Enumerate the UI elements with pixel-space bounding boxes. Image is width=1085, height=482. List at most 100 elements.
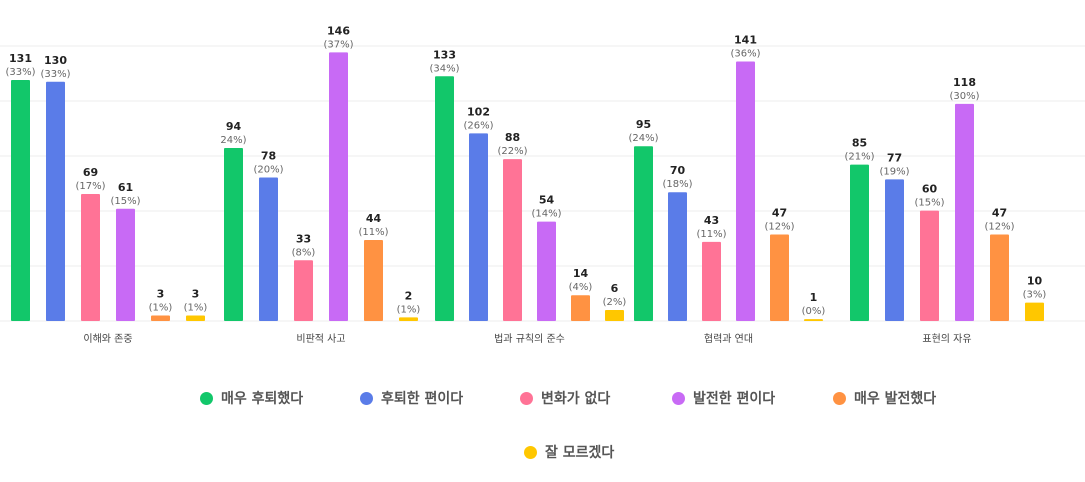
legend-label: 변화가 없다	[541, 391, 611, 407]
bar	[605, 309, 624, 321]
data-label-value: 14	[573, 267, 589, 280]
data-label-value: 47	[772, 207, 787, 220]
data-label-value: 77	[887, 151, 902, 164]
data-label-percent: (14%)	[531, 209, 561, 220]
legend-swatch	[520, 391, 533, 405]
data-label-percent: (21%)	[844, 152, 874, 163]
bar	[224, 148, 243, 321]
data-label-value: 2	[405, 289, 413, 302]
bar	[990, 234, 1009, 321]
category-label: 협력과 연대	[704, 332, 753, 345]
data-label-value: 88	[505, 131, 520, 144]
data-label-percent: (8%)	[292, 247, 316, 258]
data-label-percent: (11%)	[358, 227, 388, 238]
data-label-percent: (33%)	[5, 67, 35, 78]
legend-item[interactable]: 발전한 편이다	[672, 388, 775, 408]
bar	[329, 52, 348, 322]
bar	[736, 61, 755, 322]
data-label-value: 10	[1027, 275, 1043, 288]
bar	[668, 192, 687, 321]
bar	[571, 295, 590, 321]
bar	[770, 234, 789, 321]
legend-item[interactable]: 잘 모르겠다	[524, 442, 614, 462]
bar	[469, 133, 488, 321]
bar	[702, 241, 721, 321]
data-label-percent: (15%)	[914, 198, 944, 209]
legend-item[interactable]: 매우 후퇴했다	[200, 388, 303, 408]
bar	[885, 179, 904, 321]
data-label-percent: (37%)	[323, 39, 353, 50]
data-label-value: 61	[118, 181, 133, 194]
data-label-percent: (0%)	[802, 306, 826, 317]
data-label-value: 78	[261, 149, 276, 162]
data-label-value: 33	[296, 232, 311, 245]
bar	[186, 315, 205, 321]
data-label-value: 141	[734, 34, 757, 47]
data-label-percent: (1%)	[149, 302, 173, 313]
bar	[955, 103, 974, 321]
bar	[151, 315, 170, 321]
category-label: 법과 규칙의 준수	[494, 333, 565, 345]
legend-label: 발전한 편이다	[693, 391, 776, 407]
legend-label: 매우 발전했다	[854, 391, 937, 407]
bar	[116, 208, 135, 321]
bar	[294, 260, 313, 321]
legend-swatch	[672, 391, 685, 405]
bar	[804, 319, 823, 321]
data-label-value: 146	[327, 24, 350, 37]
data-label-value: 47	[992, 207, 1007, 220]
bar	[634, 146, 653, 321]
bar	[920, 210, 939, 321]
bar	[81, 194, 100, 321]
data-label-value: 3	[192, 287, 200, 300]
bar	[46, 81, 65, 321]
legend-item[interactable]: 매우 발전했다	[833, 388, 936, 408]
legend-item[interactable]: 후퇴한 편이다	[360, 388, 463, 408]
data-label-value: 1	[810, 291, 818, 304]
data-label-percent: (12%)	[984, 222, 1014, 233]
data-label-percent: (1%)	[184, 302, 208, 313]
data-label-value: 70	[670, 164, 686, 177]
data-label-value: 94	[226, 120, 242, 133]
bar	[850, 164, 869, 321]
data-label-percent: (12%)	[764, 222, 794, 233]
data-label-value: 85	[852, 137, 867, 150]
legend-swatch	[524, 445, 537, 459]
data-label-value: 95	[636, 118, 651, 131]
legend-label: 후퇴한 편이다	[381, 391, 464, 407]
legend-swatch	[833, 391, 846, 405]
legend-swatch	[200, 391, 213, 405]
data-label-percent: (11%)	[696, 229, 726, 240]
legend-label: 매우 후퇴했다	[221, 391, 304, 407]
data-label-value: 131	[9, 52, 32, 65]
bar	[399, 317, 418, 321]
data-label-percent: (22%)	[497, 146, 527, 157]
data-label-value: 54	[539, 194, 555, 207]
data-label-percent: (2%)	[603, 297, 627, 308]
legend-swatch	[360, 391, 373, 405]
bar	[435, 76, 454, 321]
data-label-percent: (3%)	[1023, 290, 1047, 301]
legend-item[interactable]: 변화가 없다	[520, 388, 610, 408]
data-label-value: 133	[433, 48, 456, 61]
data-label-percent: 24%)	[220, 135, 246, 146]
data-label-value: 44	[366, 212, 382, 225]
category-label: 표현의 자유	[922, 333, 971, 345]
data-label-percent: (26%)	[463, 120, 493, 131]
data-label-percent: (19%)	[879, 166, 909, 177]
data-label-percent: (24%)	[628, 133, 658, 144]
data-label-percent: (1%)	[397, 304, 421, 315]
data-label-value: 43	[704, 214, 719, 227]
bar	[503, 159, 522, 321]
data-label-value: 102	[467, 105, 490, 118]
data-label-percent: (33%)	[40, 69, 70, 80]
category-label: 비판적 사고	[296, 333, 345, 345]
data-label-percent: (34%)	[429, 63, 459, 74]
data-label-value: 118	[953, 76, 976, 89]
data-label-percent: (4%)	[569, 282, 593, 293]
category-label: 이해와 존중	[83, 332, 132, 345]
bar	[259, 177, 278, 321]
bar	[11, 79, 30, 322]
